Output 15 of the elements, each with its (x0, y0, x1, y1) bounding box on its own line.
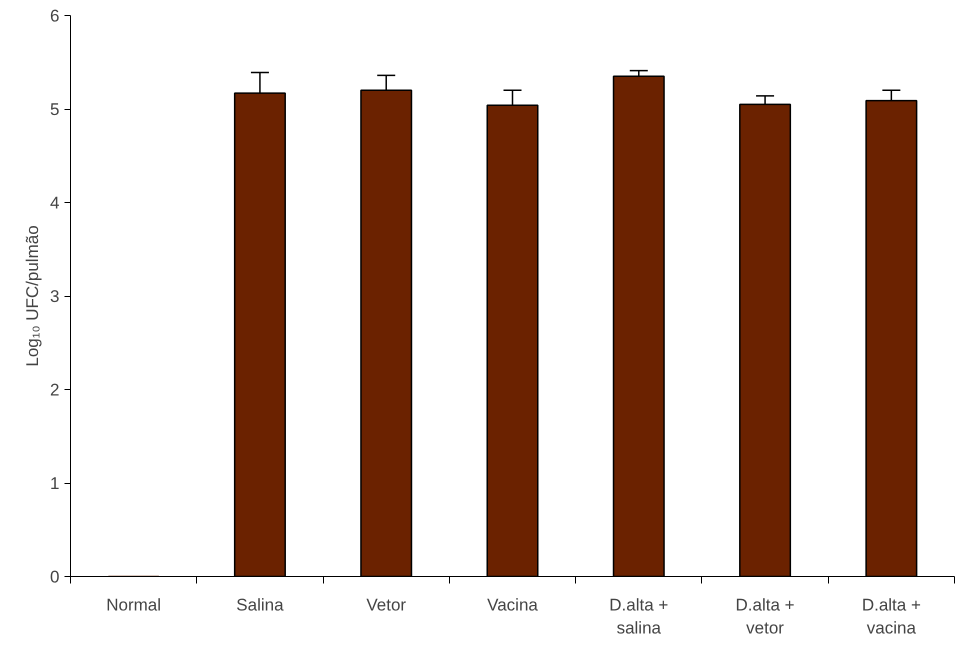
y-tick-label: 1 (50, 474, 60, 493)
y-tick-label: 3 (50, 287, 60, 306)
y-tick-label: 4 (50, 194, 60, 212)
y-tick-label: 6 (50, 6, 60, 26)
y-tick-label: 0 (50, 568, 60, 586)
x-tick-label: D.alta + vacina (862, 596, 921, 638)
x-tick-label: Normal (106, 596, 162, 614)
y-axis-title: Log₁₀ UFC/pulmão (23, 225, 42, 367)
x-tick-label: Salina (236, 596, 284, 614)
x-tick-label: Vetor (366, 596, 406, 614)
y-tick-label: 5 (50, 100, 60, 119)
y-tick-label: 2 (50, 380, 60, 400)
x-tick-label: Vacina (487, 596, 538, 614)
x-tick-label: D.alta + salina (609, 596, 668, 638)
x-tick-label: D.alta + vetor (736, 596, 795, 638)
